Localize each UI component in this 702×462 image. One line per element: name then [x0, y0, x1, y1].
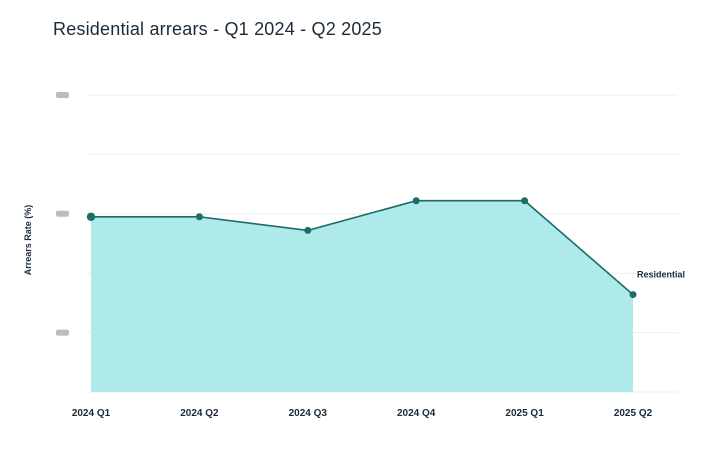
series-label-residential: Residential [637, 270, 685, 280]
data-point[interactable] [195, 213, 203, 221]
data-point[interactable] [629, 291, 637, 299]
data-point[interactable] [412, 197, 420, 205]
x-tick-label: 2025 Q1 [505, 408, 544, 419]
y-axis-label: Arrears Rate (%) [23, 205, 33, 276]
data-point[interactable] [521, 197, 529, 205]
x-tick-label: 2024 Q3 [289, 408, 328, 419]
x-tick-label: 2025 Q2 [614, 408, 653, 419]
x-tick-label: 2024 Q2 [180, 408, 219, 419]
x-tick-label: 2024 Q1 [72, 408, 111, 419]
series-area-residential [91, 200, 633, 392]
y-tick-labels [56, 92, 69, 336]
y-tick-label-obscured [56, 92, 69, 98]
y-tick-label-obscured [56, 329, 69, 336]
y-tick-label-obscured [56, 210, 69, 217]
data-point[interactable] [86, 212, 96, 221]
series-line-residential [91, 199, 634, 296]
series-layer: Residential [86, 197, 685, 392]
x-tick-labels: 2024 Q1 2024 Q2 2024 Q3 2024 Q4 2025 Q1 2025 … [72, 408, 653, 419]
data-point[interactable] [304, 226, 312, 234]
chart-title: Residential arrears - Q1 2024 - Q2 2025 [53, 19, 382, 39]
x-tick-label: 2024 Q4 [397, 408, 436, 419]
